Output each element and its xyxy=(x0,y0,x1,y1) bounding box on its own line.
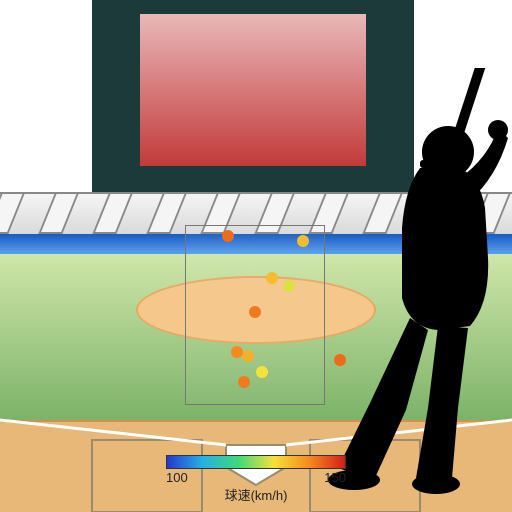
chart-canvas: 100 150 球速(km/h) xyxy=(0,0,512,512)
pitch-dot xyxy=(297,235,309,247)
pitch-dot xyxy=(256,366,268,378)
pitch-dot xyxy=(266,272,278,284)
pitch-dot xyxy=(238,376,250,388)
legend-label: 球速(km/h) xyxy=(166,485,346,504)
pitch-dot xyxy=(242,350,254,362)
batter-silhouette-icon xyxy=(320,68,512,498)
pitch-dot xyxy=(222,230,234,242)
legend-tick-max: 150 xyxy=(324,470,346,485)
legend-ticks: 100 150 xyxy=(166,470,346,485)
pitch-dot xyxy=(249,306,261,318)
pitch-dot xyxy=(283,280,295,292)
legend-colorbar xyxy=(166,455,346,469)
legend-tick-min: 100 xyxy=(166,470,188,485)
speed-legend: 100 150 球速(km/h) xyxy=(166,455,346,504)
